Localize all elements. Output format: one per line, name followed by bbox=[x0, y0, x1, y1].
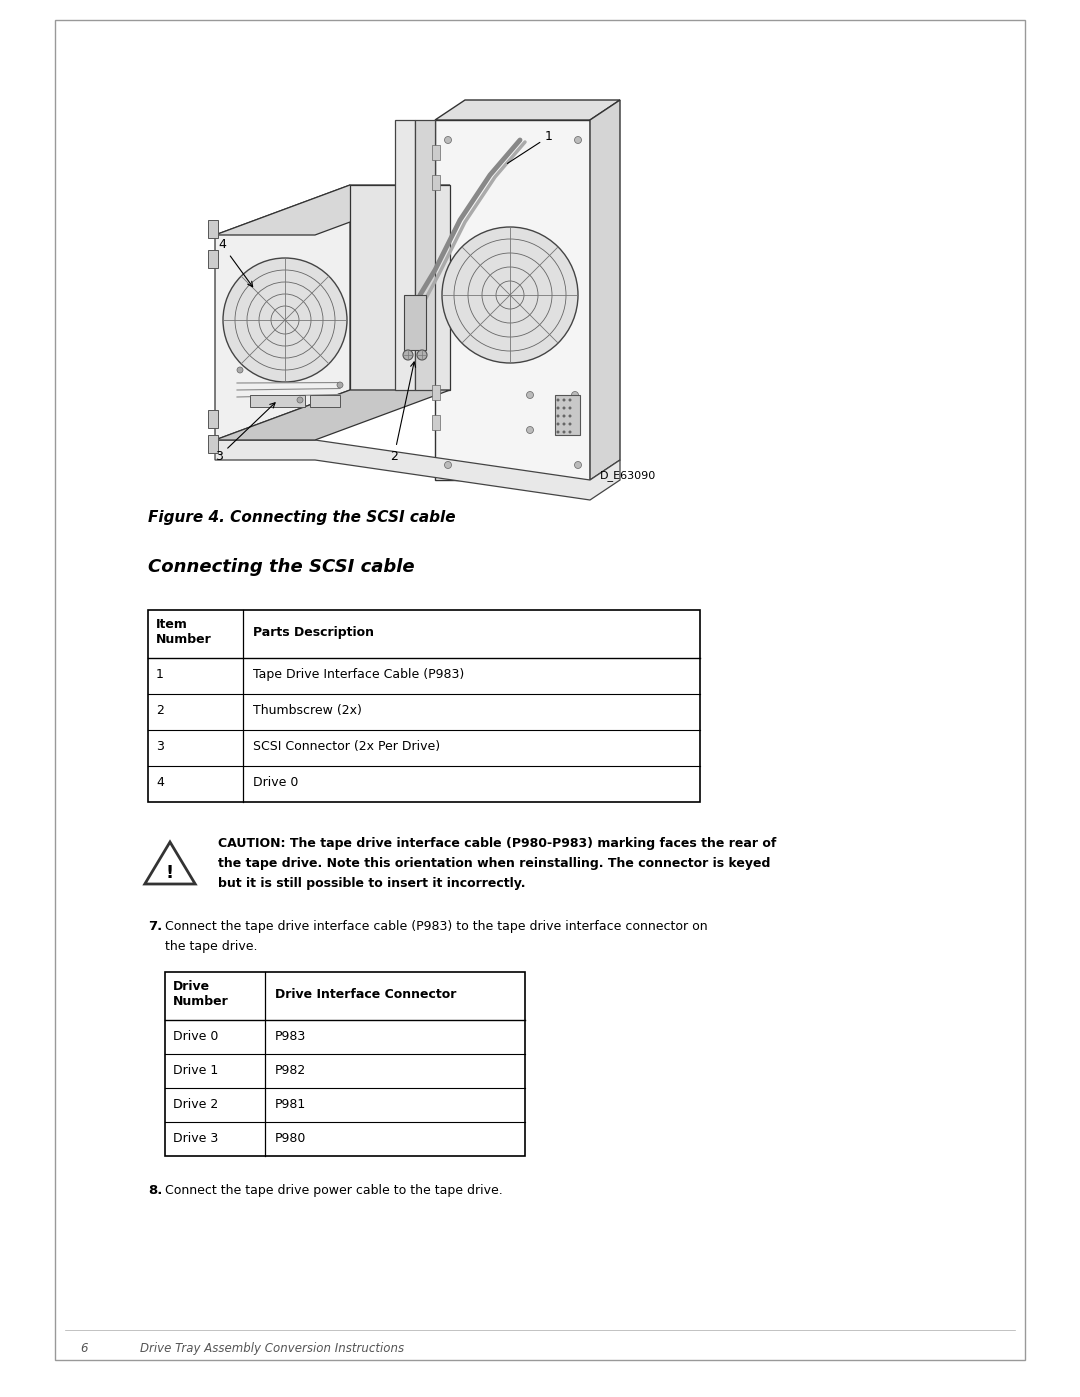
Text: Connect the tape drive interface cable (P983) to the tape drive interface connec: Connect the tape drive interface cable (… bbox=[165, 921, 707, 933]
Text: the tape drive. Note this orientation when reinstalling. The connector is keyed: the tape drive. Note this orientation wh… bbox=[218, 856, 770, 870]
Text: Figure 4. Connecting the SCSI cable: Figure 4. Connecting the SCSI cable bbox=[148, 510, 456, 525]
Text: Drive 0: Drive 0 bbox=[173, 1030, 218, 1044]
Text: D_E63090: D_E63090 bbox=[600, 469, 657, 481]
Circle shape bbox=[563, 430, 566, 433]
Bar bbox=[432, 386, 440, 400]
Text: Item
Number: Item Number bbox=[156, 617, 212, 645]
Circle shape bbox=[571, 391, 579, 398]
Circle shape bbox=[568, 398, 571, 401]
Text: Connect the tape drive power cable to the tape drive.: Connect the tape drive power cable to th… bbox=[165, 1185, 503, 1197]
Polygon shape bbox=[208, 219, 218, 237]
Bar bbox=[148, 610, 700, 802]
Text: but it is still possible to insert it incorrectly.: but it is still possible to insert it in… bbox=[218, 877, 526, 890]
Circle shape bbox=[568, 415, 571, 418]
Circle shape bbox=[237, 367, 243, 373]
Text: 3: 3 bbox=[156, 740, 164, 753]
Polygon shape bbox=[215, 184, 350, 440]
Bar bbox=[432, 175, 440, 190]
Polygon shape bbox=[215, 184, 450, 235]
Text: 4: 4 bbox=[156, 775, 164, 789]
Text: 8.: 8. bbox=[148, 1185, 162, 1197]
Polygon shape bbox=[435, 120, 590, 481]
Circle shape bbox=[563, 398, 566, 401]
Circle shape bbox=[556, 398, 559, 401]
Text: Tape Drive Interface Cable (P983): Tape Drive Interface Cable (P983) bbox=[253, 668, 464, 680]
Text: Drive 0: Drive 0 bbox=[253, 775, 298, 789]
Polygon shape bbox=[208, 409, 218, 427]
Circle shape bbox=[337, 381, 343, 388]
Text: 2: 2 bbox=[390, 362, 416, 462]
Circle shape bbox=[417, 351, 427, 360]
Circle shape bbox=[297, 397, 303, 402]
Text: P980: P980 bbox=[275, 1132, 307, 1146]
Circle shape bbox=[527, 391, 534, 398]
Text: !: ! bbox=[166, 863, 174, 882]
Text: 6: 6 bbox=[80, 1343, 87, 1355]
Circle shape bbox=[568, 422, 571, 426]
Polygon shape bbox=[395, 120, 415, 390]
Text: Drive 2: Drive 2 bbox=[173, 1098, 218, 1111]
Polygon shape bbox=[435, 101, 620, 120]
Circle shape bbox=[222, 258, 347, 381]
Bar bbox=[404, 295, 426, 351]
Polygon shape bbox=[415, 120, 435, 390]
Circle shape bbox=[445, 461, 451, 468]
Polygon shape bbox=[208, 250, 218, 268]
Circle shape bbox=[563, 415, 566, 418]
Text: Parts Description: Parts Description bbox=[253, 626, 374, 638]
Circle shape bbox=[575, 137, 581, 144]
Text: 1: 1 bbox=[508, 130, 553, 163]
Text: Drive Interface Connector: Drive Interface Connector bbox=[275, 988, 457, 1002]
Polygon shape bbox=[215, 390, 450, 440]
Text: Thumbscrew (2x): Thumbscrew (2x) bbox=[253, 704, 362, 717]
Polygon shape bbox=[590, 101, 620, 481]
Circle shape bbox=[568, 430, 571, 433]
Bar bbox=[555, 395, 580, 434]
Text: P983: P983 bbox=[275, 1030, 307, 1044]
Text: the tape drive.: the tape drive. bbox=[165, 940, 257, 953]
Bar bbox=[432, 145, 440, 161]
Text: Drive Tray Assembly Conversion Instructions: Drive Tray Assembly Conversion Instructi… bbox=[140, 1343, 404, 1355]
Text: P982: P982 bbox=[275, 1065, 307, 1077]
Text: 3: 3 bbox=[215, 402, 275, 462]
Polygon shape bbox=[145, 842, 195, 884]
Text: CAUTION: The tape drive interface cable (P980-P983) marking faces the rear of: CAUTION: The tape drive interface cable … bbox=[218, 837, 777, 849]
Text: Drive
Number: Drive Number bbox=[173, 981, 229, 1009]
Polygon shape bbox=[215, 440, 620, 500]
Circle shape bbox=[568, 407, 571, 409]
Text: Drive 1: Drive 1 bbox=[173, 1065, 218, 1077]
Polygon shape bbox=[208, 434, 218, 453]
Text: 4: 4 bbox=[218, 237, 253, 286]
Bar bbox=[432, 415, 440, 430]
Bar bbox=[55, 20, 1025, 1361]
Bar bbox=[249, 395, 305, 407]
Circle shape bbox=[563, 422, 566, 426]
Circle shape bbox=[556, 430, 559, 433]
Circle shape bbox=[556, 415, 559, 418]
Circle shape bbox=[445, 137, 451, 144]
Circle shape bbox=[527, 426, 534, 433]
Text: 1: 1 bbox=[156, 668, 164, 680]
Polygon shape bbox=[350, 184, 450, 390]
Text: 2: 2 bbox=[156, 704, 164, 717]
Circle shape bbox=[571, 426, 579, 433]
Text: Drive 3: Drive 3 bbox=[173, 1132, 218, 1146]
Bar bbox=[310, 395, 340, 407]
Text: P981: P981 bbox=[275, 1098, 307, 1111]
Bar bbox=[165, 972, 525, 1155]
Text: 7.: 7. bbox=[148, 921, 162, 933]
Circle shape bbox=[403, 351, 413, 360]
Circle shape bbox=[556, 407, 559, 409]
Circle shape bbox=[442, 226, 578, 363]
Text: SCSI Connector (2x Per Drive): SCSI Connector (2x Per Drive) bbox=[253, 740, 441, 753]
Circle shape bbox=[563, 407, 566, 409]
Text: Connecting the SCSI cable: Connecting the SCSI cable bbox=[148, 557, 415, 576]
Circle shape bbox=[556, 422, 559, 426]
Circle shape bbox=[575, 461, 581, 468]
